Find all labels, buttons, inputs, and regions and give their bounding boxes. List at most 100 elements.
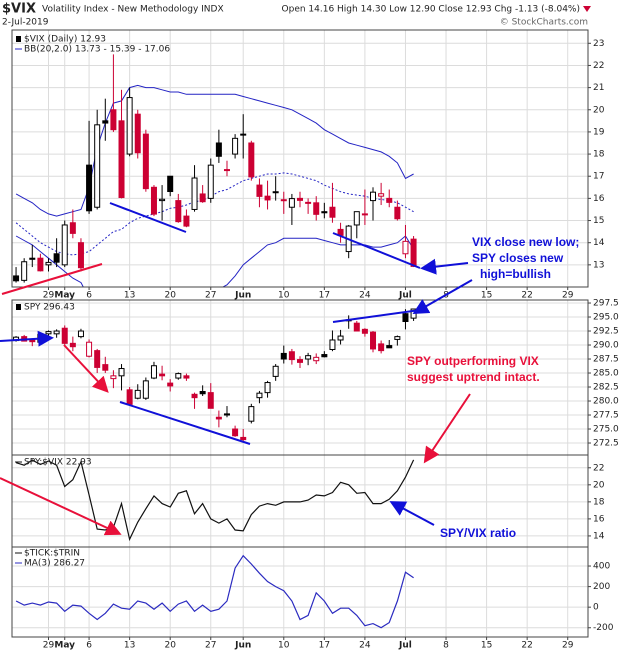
candle-body xyxy=(207,164,214,199)
brand: © StockCharts.com xyxy=(500,18,588,28)
panel-frame xyxy=(11,29,589,288)
candle-body xyxy=(159,373,166,377)
candle-body xyxy=(329,206,336,218)
y-tick-label: 20 xyxy=(593,105,605,115)
candle-body xyxy=(256,392,263,399)
candle-body xyxy=(394,336,401,340)
candle-body xyxy=(378,193,385,197)
trendline xyxy=(119,401,251,445)
y-tick-label: 297.5 xyxy=(593,299,619,309)
x-tick-label: 6 xyxy=(86,291,92,301)
candle-body xyxy=(126,389,133,405)
y-tick-label: 287.5 xyxy=(593,355,619,365)
candle-body xyxy=(110,375,117,380)
candle-body xyxy=(94,350,101,368)
candle-body xyxy=(110,109,117,131)
x-tick-label: 10 xyxy=(278,641,290,651)
candle-body xyxy=(118,120,125,198)
candle-body xyxy=(207,392,214,409)
candle-body xyxy=(223,169,230,172)
annotation: high=bullish xyxy=(480,267,551,281)
x-tick-label: 29 xyxy=(562,291,574,301)
series-line xyxy=(15,554,414,629)
x-tick-label: Jun xyxy=(234,641,251,651)
legend-entry: MA(3) 286.27 xyxy=(24,559,85,569)
candle-body xyxy=(102,120,109,124)
x-tick-label: 29 xyxy=(562,641,574,651)
y-tick-label: 18 xyxy=(593,150,605,160)
y-tick-label: 0 xyxy=(593,603,599,613)
down-marker xyxy=(583,6,591,12)
candle-body xyxy=(77,242,84,269)
candle-body xyxy=(370,191,377,202)
x-tick-label: 20 xyxy=(164,291,176,301)
candle-body xyxy=(167,382,174,387)
candle-body xyxy=(386,197,393,203)
candle-body xyxy=(37,257,44,272)
candle-body xyxy=(297,197,303,201)
candle-body xyxy=(264,195,271,201)
y-tick-label: 272.5 xyxy=(593,439,619,449)
candle-body xyxy=(102,364,109,371)
x-tick-label: 24 xyxy=(359,291,371,301)
panel-frame xyxy=(11,546,589,638)
annotation: SPY closes new xyxy=(472,251,564,265)
y-tick-label: 200 xyxy=(593,582,610,592)
arrow xyxy=(423,393,471,464)
legend-swatch xyxy=(16,304,21,310)
x-tick-label: 15 xyxy=(481,291,492,301)
y-tick-label: 21 xyxy=(593,83,604,93)
candle-body xyxy=(199,193,206,203)
arrow xyxy=(420,258,469,275)
date: 2-Jul-2019 xyxy=(2,18,49,28)
y-tick-label: 277.5 xyxy=(593,411,619,421)
candle-body xyxy=(134,389,141,399)
x-tick-label: 8 xyxy=(443,641,449,651)
candle-body xyxy=(134,113,141,154)
legend-entry: $TICK:$TRIN xyxy=(24,549,80,559)
candle-body xyxy=(77,330,84,338)
x-tick-label: 22 xyxy=(521,291,532,301)
candle-body xyxy=(61,327,68,344)
candle-body xyxy=(118,368,125,377)
instrument-name: Volatility Index - New Methodology INDX xyxy=(42,5,224,15)
legend-entry: $VIX (Daily) 12.93 xyxy=(24,35,106,45)
arrow xyxy=(412,279,473,314)
y-tick-label: 22 xyxy=(593,61,604,71)
band-upper xyxy=(15,84,414,217)
x-tick-label: May xyxy=(54,291,75,301)
x-tick-label: Jun xyxy=(234,291,251,301)
candle-body xyxy=(86,164,93,212)
candle-body xyxy=(353,322,360,332)
candle-body xyxy=(370,331,377,350)
candle-body xyxy=(337,335,344,341)
annotation: VIX close new low; xyxy=(472,235,579,249)
arrow xyxy=(0,477,122,536)
candle-body xyxy=(353,211,360,226)
candle-body xyxy=(386,345,393,349)
candle-body xyxy=(183,375,190,379)
candle-body xyxy=(69,222,76,234)
quote: Open 14.16 High 14.30 Low 12.90 Close 12… xyxy=(282,5,580,15)
y-tick-label: 20 xyxy=(593,480,605,490)
candle-body xyxy=(305,201,312,204)
candle-body xyxy=(321,211,328,214)
candle-body xyxy=(272,365,279,377)
arrow xyxy=(389,501,435,526)
drawings xyxy=(0,202,473,536)
y-tick-label: 16 xyxy=(593,514,605,524)
candle-body xyxy=(402,240,409,255)
candle-body xyxy=(313,202,320,215)
trendline xyxy=(332,232,421,269)
y-tick-label: 282.5 xyxy=(593,383,619,393)
x-tick-label: 24 xyxy=(359,641,371,651)
spy-plot xyxy=(12,300,588,455)
y-tick-label: 13 xyxy=(593,260,604,270)
x-tick-label: 27 xyxy=(205,291,216,301)
x-tick-label: Jul xyxy=(398,291,412,301)
y-tick-label: 290.0 xyxy=(593,341,619,351)
candle-body xyxy=(232,137,239,155)
y-tick-label: 19 xyxy=(593,127,605,137)
candle-body xyxy=(13,275,20,282)
y-tick-label: 17 xyxy=(593,172,604,182)
